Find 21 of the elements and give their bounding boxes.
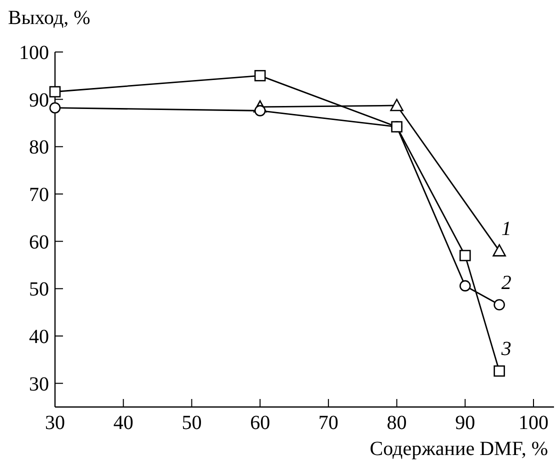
y-tick-label: 60 [29, 231, 49, 254]
y-tick-label: 80 [29, 136, 49, 159]
x-tick-label: 60 [250, 412, 270, 434]
x-axis-title: Содержание DMF, % [370, 438, 548, 460]
y-tick-label: 90 [29, 89, 49, 112]
x-tick-label: 90 [455, 412, 476, 434]
series-label: 1 [501, 218, 512, 240]
x-tick-label: 50 [182, 412, 202, 434]
y-axis-title: Выход, % [8, 7, 90, 29]
x-tick-label: 70 [318, 412, 338, 434]
y-tick-label: 40 [29, 326, 49, 348]
series-label: 3 [500, 338, 512, 360]
series-label: 2 [501, 272, 512, 294]
x-tick-label: 40 [113, 412, 134, 434]
y-tick-label: 50 [29, 278, 49, 301]
x-tick-label: 80 [386, 412, 407, 434]
y-tick-label: 30 [29, 373, 49, 396]
x-tick-label: 100 [518, 412, 548, 434]
y-tick-label: 70 [29, 184, 49, 206]
y-tick-label: 100 [19, 42, 49, 64]
x-tick-label: 30 [45, 412, 65, 434]
